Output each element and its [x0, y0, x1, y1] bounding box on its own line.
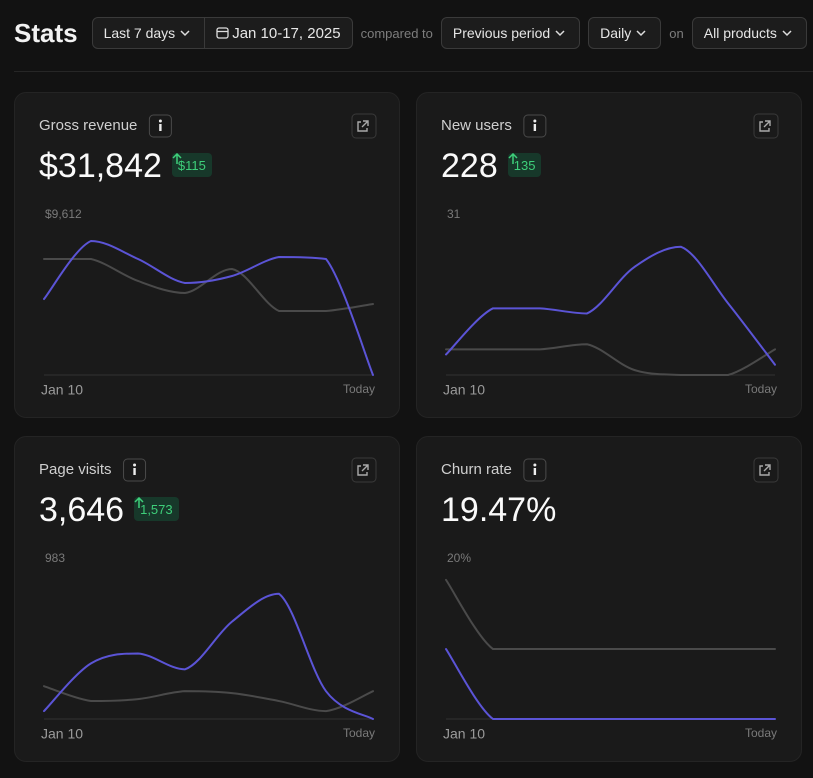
card-chart: 31 Jan 10 Today: [443, 113, 779, 398]
external-link[interactable]: [753, 457, 779, 483]
card-chart: 983 Jan 10 Today: [41, 457, 377, 742]
arrow-path: [134, 497, 144, 508]
change-text: $115: [177, 157, 206, 173]
date-text: Jan 10-17, 2025: [232, 24, 341, 42]
up-arrow: [508, 153, 518, 164]
interval-select[interactable]: Daily: [588, 17, 662, 49]
info-icon[interactable]: [123, 458, 147, 482]
change-badge: 135: [507, 153, 542, 177]
trend-line: [43, 592, 374, 720]
card-value: $31,842: [39, 147, 162, 185]
change-text: 1,573: [140, 501, 173, 517]
y-tick-label: $9,612: [45, 207, 82, 221]
info-icon[interactable]: [148, 114, 172, 138]
range-text: Last 7 days: [103, 25, 176, 41]
date-group: Last 7 days Jan 10-17, 2025: [91, 17, 353, 49]
stat-card: Churn rate 19.47% 20% Jan 10 Today: [416, 436, 802, 762]
compare-text: Previous period: [452, 25, 551, 41]
calendar-icon: [216, 27, 229, 39]
info-box: [523, 114, 547, 138]
card-value: 3,646: [39, 491, 125, 529]
info-icon[interactable]: [523, 458, 547, 482]
link-glyph: [759, 120, 771, 132]
info-dot: [533, 463, 537, 467]
end-label: Today: [343, 726, 375, 740]
info-dot: [133, 463, 137, 467]
info-stem: [533, 124, 537, 131]
products-select[interactable]: All products: [691, 17, 807, 49]
up-arrow: [134, 497, 144, 508]
compared-label: compared to: [360, 25, 433, 41]
card-title: Page visits: [39, 461, 112, 478]
range-select[interactable]: Last 7 days: [93, 18, 205, 48]
start-label: Jan 10: [443, 726, 485, 742]
y-tick-label: 20%: [447, 551, 471, 565]
card-value: 19.47%: [441, 491, 557, 529]
y-tick-label: 983: [45, 551, 65, 565]
chevron: [180, 30, 190, 37]
date-picker[interactable]: Jan 10-17, 2025: [204, 18, 351, 48]
trend-line: [43, 685, 374, 713]
change-badge: $115: [171, 153, 212, 177]
page-title: Stats: [14, 17, 78, 48]
stat-card: New users 228 31 Jan 10 Today 135: [416, 92, 802, 418]
chevron: [636, 30, 646, 37]
link-glyph: [357, 120, 369, 132]
link-box: [351, 457, 377, 483]
info-stem: [133, 468, 136, 475]
info-box: [523, 458, 547, 482]
up-arrow: [172, 153, 182, 164]
link-glyph: [759, 464, 771, 476]
info-stem: [533, 468, 537, 475]
info-icon[interactable]: [523, 114, 547, 138]
y-tick-label: 31: [447, 207, 461, 221]
stat-card: Page visits 3,646 983 Jan 10 Today 1,573: [14, 436, 400, 762]
interval-text: Daily: [600, 25, 632, 41]
card-chart: $9,612 Jan 10 Today: [41, 113, 377, 398]
info-dot: [158, 119, 162, 123]
info-dot: [533, 119, 537, 123]
change-badge: 1,573: [134, 497, 179, 521]
chevron: [555, 30, 565, 37]
trend-line: [445, 245, 776, 366]
link-box: [753, 113, 779, 139]
end-label: Today: [745, 382, 777, 396]
end-label: Today: [745, 726, 777, 740]
card-title: Gross revenue: [39, 117, 138, 134]
start-label: Jan 10: [41, 382, 83, 398]
card-chart: 20% Jan 10 Today: [443, 457, 779, 742]
external-link[interactable]: [753, 113, 779, 139]
trend-line: [445, 343, 776, 377]
card-value: 228: [441, 147, 498, 185]
trend-line: [43, 258, 374, 312]
trend-line: [43, 239, 374, 376]
card-title: New users: [441, 117, 512, 134]
external-link[interactable]: [351, 113, 377, 139]
stat-card: Gross revenue $31,842 $9,612 Jan 10 Today $11…: [14, 92, 400, 418]
header: Stats Last 7 days Jan 10-17, 2025 compar…: [14, 17, 807, 49]
external-link[interactable]: [351, 457, 377, 483]
change-text: 135: [513, 157, 536, 173]
start-label: Jan 10: [443, 382, 485, 398]
link-box: [753, 457, 779, 483]
chevron: [782, 30, 792, 37]
trend-line: [445, 578, 776, 651]
card-title: Churn rate: [441, 461, 512, 478]
arrow-path: [508, 153, 518, 164]
link-glyph: [357, 464, 369, 476]
trend-line: [445, 648, 776, 721]
compare-select[interactable]: Previous period: [440, 17, 581, 49]
products-text: All products: [703, 25, 777, 41]
end-label: Today: [343, 382, 375, 396]
info-stem: [159, 124, 162, 131]
link-box: [351, 113, 377, 139]
arrow-path: [172, 153, 182, 164]
info-box: [123, 458, 147, 482]
start-label: Jan 10: [41, 726, 83, 742]
info-box: [148, 114, 172, 138]
divider: [14, 71, 813, 72]
on-label: on: [669, 25, 684, 41]
